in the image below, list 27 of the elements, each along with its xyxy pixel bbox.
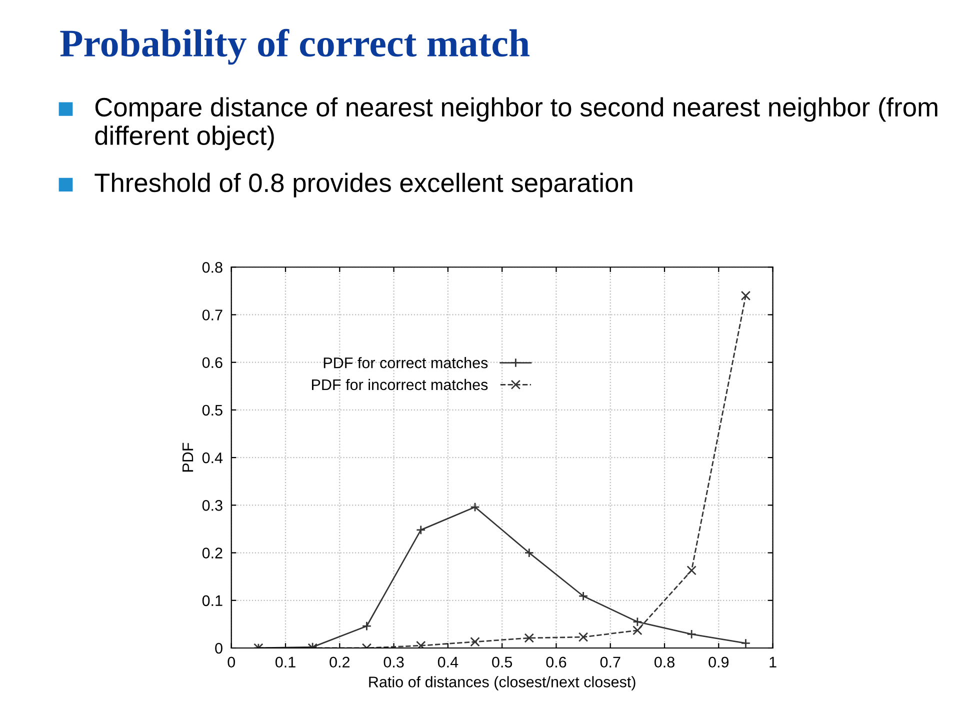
y-tick-label: 0.7 xyxy=(202,310,222,320)
x-tick-label: 0 xyxy=(228,656,236,668)
text: Threshold of 0.8 provides excellent separation xyxy=(94,172,632,198)
text: Compare distance of nearest neighbor to second nearest neighbor (from different object) xyxy=(95,97,938,150)
y-tick-label: 0.8 xyxy=(202,262,222,273)
x-tick-label: 1 xyxy=(770,656,776,668)
y-axis-title: PDF xyxy=(182,442,194,472)
x-tick-label: 0.2 xyxy=(330,656,350,668)
y-tick-label: 0.2 xyxy=(202,548,222,558)
chart-title: Probability of correct match xyxy=(60,28,530,65)
y-tick-label: 0.1 xyxy=(202,595,222,606)
x-tick-label: 0.3 xyxy=(384,656,404,668)
x-tick-label: 0.1 xyxy=(275,656,296,668)
y-tick-label: 0 xyxy=(215,642,222,654)
y-tick-label: 0.5 xyxy=(202,404,222,416)
y-tick-label: 0.3 xyxy=(202,500,222,511)
x-tick-label: 0.4 xyxy=(438,656,458,668)
legend-label: PDF for correct matches xyxy=(324,357,488,368)
x-tick-label: 0.7 xyxy=(600,656,620,668)
y-tick-label: 0.4 xyxy=(202,452,223,464)
x-tick-label: 0.9 xyxy=(708,656,729,668)
legend-label: PDF for incorrect matches xyxy=(312,378,488,390)
y-tick-label: 0.6 xyxy=(202,357,222,368)
x-axis-title: Ratio of distances (closest/next closest) xyxy=(369,676,636,690)
x-tick-label: 0.5 xyxy=(492,656,512,668)
x-tick-label: 0.6 xyxy=(546,656,566,668)
x-tick-label: 0.8 xyxy=(654,656,674,668)
